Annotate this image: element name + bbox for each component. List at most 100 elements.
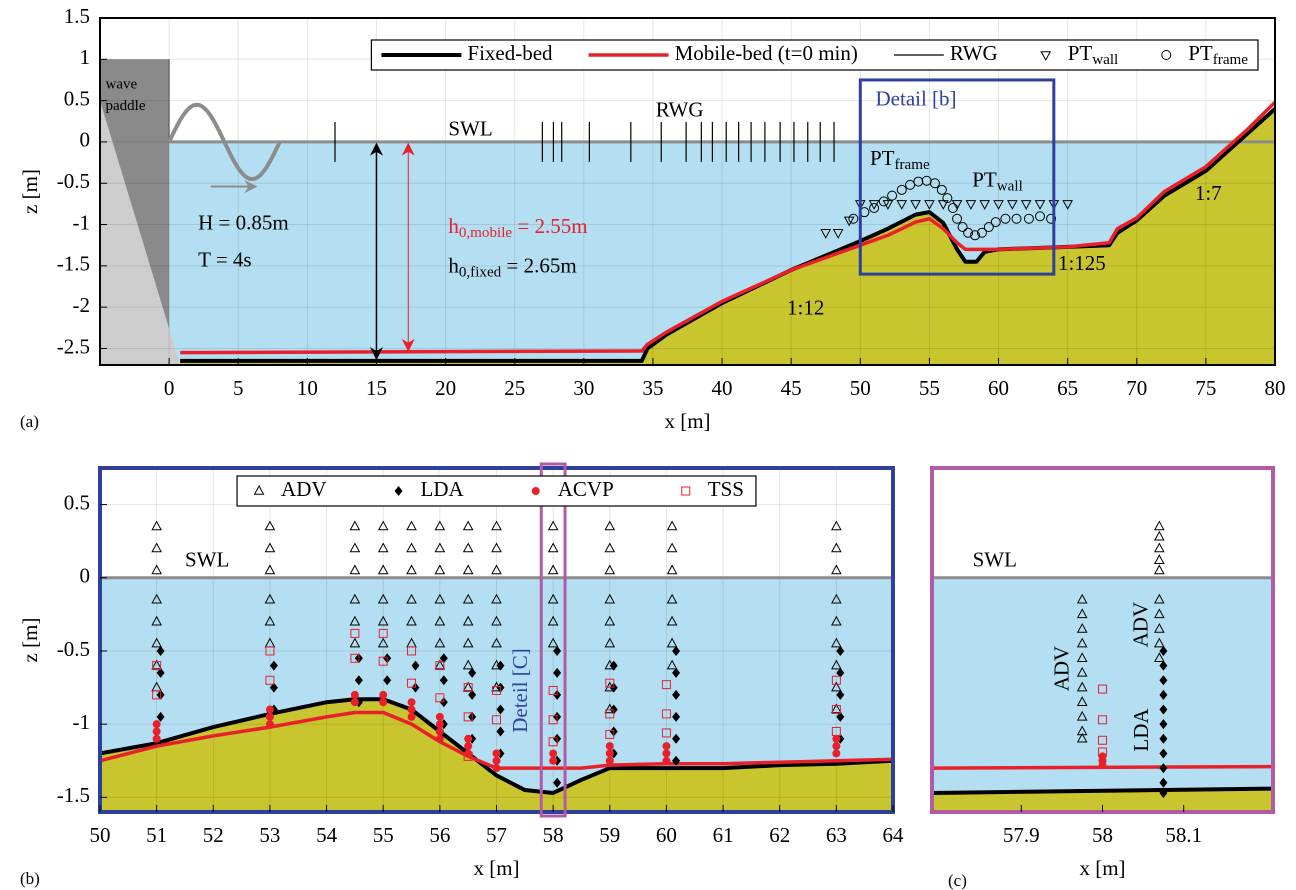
x-tick-label: 60 — [656, 823, 677, 847]
data-point — [379, 691, 387, 699]
text-part: ADV — [1128, 602, 1152, 648]
legend-label: ADV — [281, 477, 327, 501]
x-tick-label: 54 — [316, 823, 338, 847]
y-tick-label: 0 — [80, 128, 91, 152]
legend-swatch — [532, 487, 540, 495]
data-point — [662, 742, 670, 750]
x-tick-label: 57.9 — [1003, 823, 1040, 847]
x-tick-label: 55 — [919, 376, 940, 400]
x-axis-label: x [m] — [473, 856, 519, 880]
text-part: TSS — [708, 477, 744, 501]
legend-label: TSS — [708, 477, 744, 501]
y-tick-label: -2.5 — [57, 334, 90, 358]
data-point — [407, 522, 416, 530]
data-point — [408, 706, 416, 714]
legend-label: ACVP — [558, 477, 614, 501]
text-part: wave — [106, 77, 138, 93]
annotation: 1:7 — [1195, 181, 1222, 205]
panel-label: (b) — [20, 869, 40, 888]
data-point — [493, 749, 501, 757]
annotation: SWL — [973, 547, 1017, 571]
x-tick-label: 50 — [850, 376, 871, 400]
x-tick-label: 58 — [1092, 823, 1113, 847]
data-point — [464, 742, 472, 750]
data-point — [407, 544, 416, 552]
x-tick-label: 25 — [504, 376, 525, 400]
data-point — [379, 698, 387, 706]
x-tick-label: 80 — [1265, 376, 1286, 400]
y-tick-label: 1.5 — [64, 4, 90, 28]
data-point — [266, 706, 274, 714]
data-point — [351, 691, 359, 699]
figure: 051015202530354045505560657075801.510.50… — [0, 0, 1296, 890]
annotation: SWL — [185, 547, 229, 571]
legend: Fixed-bedMobile-bed (t=0 min)RWGPTwallPT… — [371, 40, 1258, 70]
x-axis-label: x [m] — [1079, 856, 1125, 880]
x-tick-label: 45 — [781, 376, 802, 400]
data-point — [832, 742, 840, 750]
data-point — [832, 735, 840, 743]
text-part: SWL — [973, 547, 1017, 571]
x-tick-label: 0 — [164, 376, 175, 400]
data-point — [668, 565, 677, 573]
x-tick-label: 35 — [642, 376, 663, 400]
data-point — [350, 544, 359, 552]
data-point — [493, 764, 501, 772]
x-tick-label: 20 — [435, 376, 456, 400]
text-part: 1:7 — [1195, 181, 1222, 205]
x-tick-label: 50 — [90, 823, 111, 847]
data-point — [668, 522, 677, 530]
x-tick-label: 51 — [146, 823, 167, 847]
x-tick-label: 10 — [297, 376, 318, 400]
annotation: ADV — [1049, 646, 1073, 692]
legend-label: LDA — [421, 477, 465, 501]
data-point — [549, 757, 557, 765]
text-part: ACVP — [558, 477, 614, 501]
y-tick-label: -1 — [73, 210, 91, 234]
annotation: ADV — [1128, 602, 1152, 648]
x-tick-label: 60 — [988, 376, 1009, 400]
text-part: 0,fixed — [459, 265, 502, 281]
text-part: H = 0.85m — [198, 210, 289, 234]
text-part: Deteil [C] — [508, 648, 532, 733]
annotation: Detail [b] — [876, 86, 957, 110]
data-point — [662, 749, 670, 757]
data-point — [606, 757, 614, 765]
data-point — [464, 522, 473, 530]
data-point — [1155, 522, 1164, 530]
plot-area — [100, 18, 1275, 370]
y-axis-label: z [m] — [18, 169, 42, 214]
text-part: = 2.55m — [512, 214, 587, 238]
x-tick-label: 62 — [769, 823, 790, 847]
text-part: PT — [1188, 41, 1213, 65]
annotation: 1:125 — [1058, 251, 1106, 275]
panel-label: (c) — [948, 871, 967, 890]
text-part: T = 4s — [198, 248, 251, 272]
data-point — [1099, 761, 1107, 769]
x-tick-label: 53 — [259, 823, 280, 847]
x-tick-label: 15 — [366, 376, 387, 400]
x-tick-label: 65 — [1057, 376, 1078, 400]
text-part: wall — [1092, 52, 1118, 68]
text-part: h — [448, 214, 459, 238]
text-part: frame — [1213, 52, 1249, 68]
y-tick-label: 1 — [80, 45, 91, 69]
data-point — [606, 742, 614, 750]
data-point — [464, 544, 473, 552]
x-tick-label: 58 — [543, 823, 564, 847]
page: 051015202530354045505560657075801.510.50… — [0, 0, 1296, 890]
annotation: wave — [106, 77, 138, 93]
data-point — [606, 749, 614, 757]
legend-label: RWG — [950, 41, 998, 65]
text-part: wall — [997, 179, 1023, 195]
y-axis-label: z [m] — [18, 618, 42, 663]
text-part: SWL — [185, 547, 229, 571]
annotation: LDA — [1129, 708, 1153, 752]
data-point — [493, 757, 501, 765]
annotation: SWL — [448, 116, 492, 140]
x-tick-label: 40 — [712, 376, 733, 400]
annotation: paddle — [106, 99, 146, 115]
data-point — [1155, 544, 1164, 552]
legend: ADV LDA ACVP TSS — [237, 476, 756, 506]
water — [932, 578, 1273, 812]
